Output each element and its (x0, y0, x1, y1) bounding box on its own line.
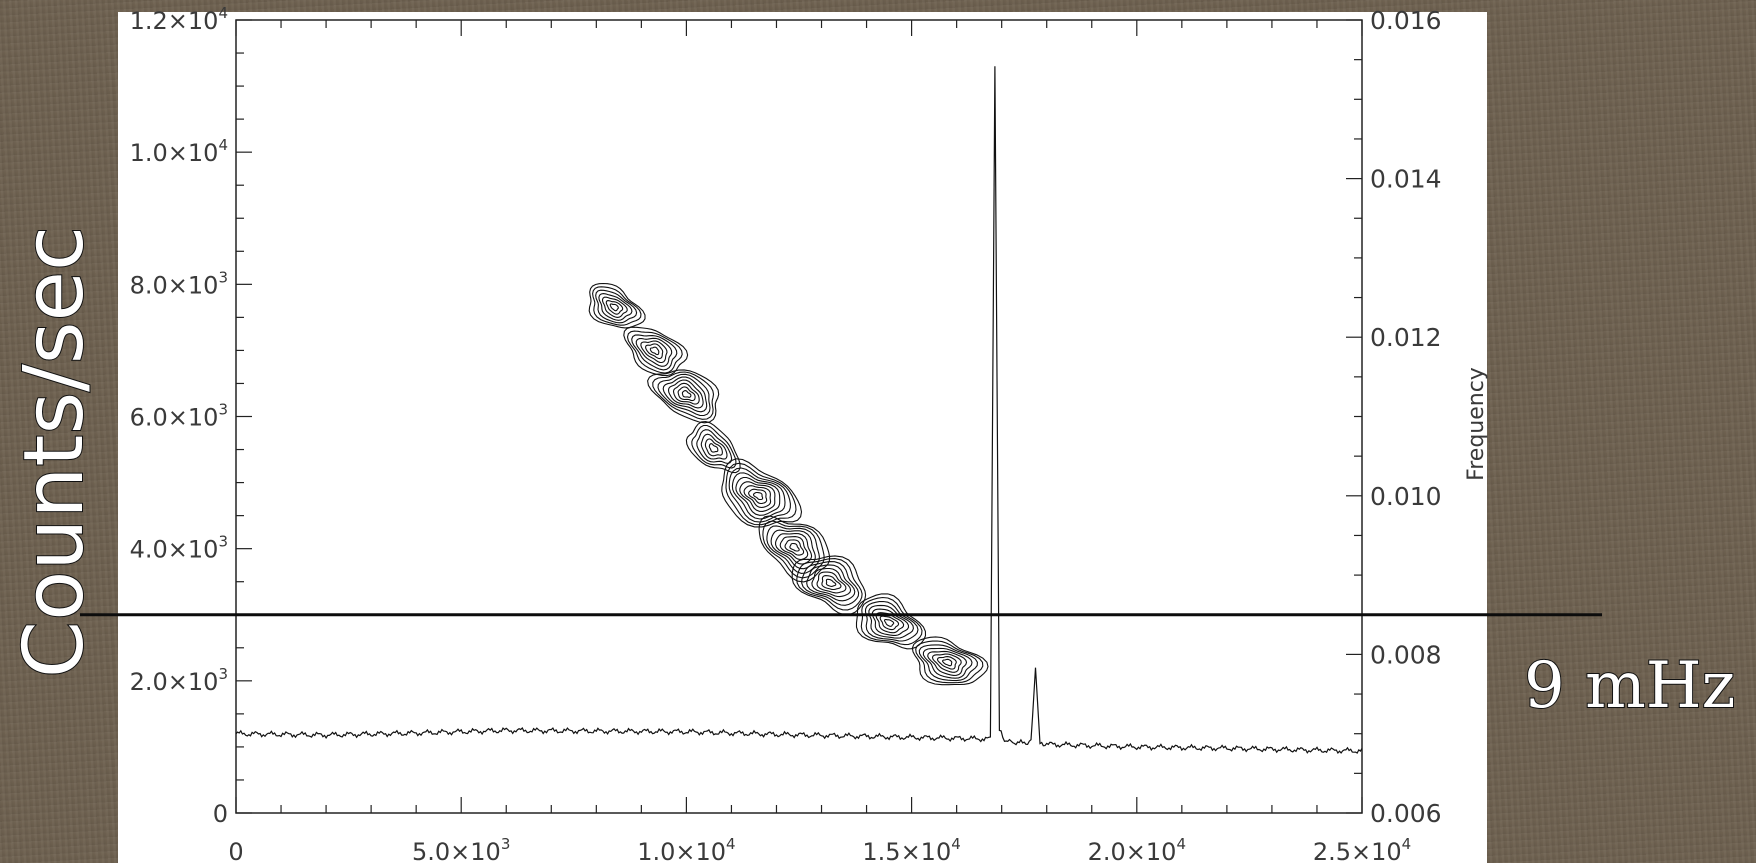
contour-level (918, 644, 978, 682)
contour-level (784, 539, 805, 556)
contour-level (681, 390, 692, 398)
contour-level (609, 303, 619, 312)
contour-level (598, 293, 633, 321)
y2-tick-label: 0.016 (1370, 6, 1442, 35)
reference-line-label: 9 mHz (1524, 649, 1735, 723)
contour-level (762, 520, 825, 579)
contour-level (685, 420, 741, 474)
contour-level (657, 373, 711, 417)
lightcurve-series (235, 66, 1363, 755)
contour-level (743, 485, 772, 509)
contour-level (748, 488, 768, 505)
contour-level (879, 615, 900, 631)
contour-level (789, 542, 800, 552)
dynamic-power-spectrum-contours (588, 282, 989, 686)
contour-level (588, 282, 646, 329)
contour-level (645, 343, 664, 360)
y-tick-label: 1.2×104 (130, 4, 228, 35)
contour-level (936, 656, 957, 670)
x-tick-label: 1.5×104 (862, 835, 960, 863)
contour-level (704, 438, 723, 457)
contour-level (635, 337, 673, 367)
contour-level (883, 618, 895, 627)
y-tick-label: 2.0×103 (130, 665, 228, 696)
contour-level (735, 476, 781, 516)
y2-tick-label: 0.010 (1370, 482, 1442, 511)
y2-tick-label: 0.014 (1370, 165, 1442, 194)
x-tick-label: 1.0×104 (637, 835, 735, 863)
contour-level (662, 376, 708, 413)
y-tick-label: 6.0×103 (130, 401, 228, 432)
contour-level (779, 536, 809, 561)
y-tick-label: 8.0×103 (130, 268, 228, 299)
contour-level (731, 472, 786, 520)
contour-level (592, 286, 642, 326)
contour-level (601, 296, 628, 318)
contour-level (640, 340, 668, 364)
contour-level (791, 555, 867, 616)
contour-level (728, 467, 791, 523)
contour-level (677, 386, 696, 402)
x-tick-label: 0 (228, 838, 243, 863)
contour-level (739, 481, 776, 512)
y-tick-label: 4.0×103 (130, 533, 228, 564)
x-tick-label: 2.5×104 (1313, 835, 1411, 863)
y2-tick-label: 0.012 (1370, 323, 1442, 352)
y2-tick-label: 0.006 (1370, 799, 1442, 828)
contour-level (770, 529, 816, 570)
contour-level (825, 578, 837, 587)
y-tick-label: 1.0×104 (130, 136, 228, 167)
plot-panel (118, 12, 1487, 863)
contour-level (631, 334, 678, 371)
contour-level (922, 647, 973, 679)
contour-level (691, 424, 737, 469)
contour-level (667, 379, 704, 409)
contour-level (649, 346, 660, 356)
plot-frame (235, 19, 1363, 814)
x-tick-label: 2.0×104 (1088, 835, 1186, 863)
y2-tick-label: 0.008 (1370, 640, 1442, 669)
contour-level (605, 300, 624, 315)
contour-level (725, 462, 797, 526)
contour-level (942, 658, 953, 667)
y2-axis-label: Frequency (1464, 367, 1489, 481)
contour-level (801, 561, 860, 606)
contour-level (766, 525, 820, 574)
lightcurve-line (235, 66, 1363, 755)
contour-level (927, 650, 968, 676)
contour-level (595, 289, 638, 324)
tick-labels: 0 5.0×103 1.0×104 1.5×104 2.0×104 2.5×104 0 2.0… (130, 4, 1442, 863)
contour-level (721, 458, 803, 528)
contour-level (647, 369, 720, 424)
contour-level (871, 608, 910, 636)
contour-level (796, 558, 863, 611)
x-tick-label: 5.0×103 (412, 835, 510, 863)
contour-level (811, 567, 852, 598)
contour-level (911, 636, 989, 686)
axes-frame (235, 19, 1363, 814)
contour-level (758, 515, 831, 583)
contour-level (623, 326, 689, 377)
y-axis-label: Counts/sec (7, 226, 102, 678)
contour-level (672, 382, 700, 405)
y-tick-label: 0 (213, 800, 228, 828)
contour-level (816, 571, 847, 594)
contour-level (626, 330, 683, 374)
contour-level (775, 532, 813, 565)
contour-level (821, 575, 842, 591)
contour-level (806, 564, 856, 602)
contour-level (864, 600, 919, 642)
contour-level (700, 433, 728, 460)
contour-level (708, 443, 719, 453)
contour-level (868, 604, 914, 639)
contour-level (860, 596, 923, 646)
contour-level (915, 640, 984, 684)
contour-level (652, 371, 715, 420)
contour-level (752, 491, 764, 501)
contour-level (931, 653, 962, 673)
